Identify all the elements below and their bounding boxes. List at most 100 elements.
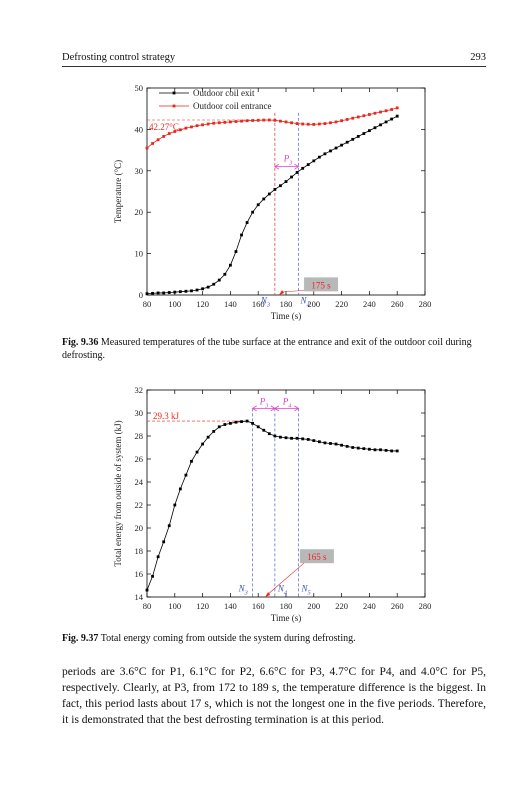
fig1-entrance-point xyxy=(173,130,177,133)
fig1-entrance-point xyxy=(373,111,377,115)
fig2-time-arrow-head xyxy=(265,592,271,597)
fig2-energy-point xyxy=(301,437,305,441)
fig1-entrance-point xyxy=(340,119,343,123)
fig1-exit-point xyxy=(295,171,299,174)
fig2-energy-point xyxy=(368,447,371,451)
fig1-exit-point xyxy=(201,287,204,291)
fig2-energy-point xyxy=(356,446,360,450)
fig1-exit-point xyxy=(379,123,382,127)
fig2-energy-point xyxy=(306,438,310,441)
fig1-entrance-line xyxy=(146,107,398,149)
fig1-exit-point xyxy=(212,282,216,286)
fig2-x-tick-label: 100 xyxy=(168,601,181,611)
fig2-x-tick-label: 160 xyxy=(252,601,265,611)
fig1-entrance-point xyxy=(368,113,371,116)
fig1-exit-point xyxy=(384,120,388,124)
fig1-x-tick-label: 120 xyxy=(196,299,209,309)
fig1-entrance-point xyxy=(284,120,288,124)
fig2-energy-point xyxy=(212,430,216,433)
fig2-energy-point xyxy=(390,449,394,453)
fig2-peak-label: 29.3 kJ xyxy=(153,411,180,421)
fig2-x-axis-label: Time (s) xyxy=(271,613,301,623)
fig1-n3-label: N3 xyxy=(260,295,270,308)
fig1-x-axis-label: Time (s) xyxy=(271,311,301,321)
fig1-exit-point xyxy=(395,114,399,118)
fig2-p4-label: P4 xyxy=(282,396,292,409)
fig2-energy-point xyxy=(151,574,154,578)
fig1-entrance-point xyxy=(184,126,188,130)
fig1-p3-arrow-left xyxy=(274,163,280,170)
fig1-peak-label: 42.27°C xyxy=(149,122,179,132)
fig2-p4-arrow-right xyxy=(294,405,300,412)
fig1-entrance-point xyxy=(312,123,316,126)
fig2-energy-line xyxy=(146,420,398,591)
fig1-exit-point xyxy=(301,166,305,170)
fig1-entrance-point xyxy=(301,122,305,126)
fig1-entrance-point xyxy=(379,110,382,114)
fig1-x-tick-label: 140 xyxy=(224,299,237,309)
fig1-entrance-point xyxy=(234,120,238,123)
fig1-entrance-point xyxy=(384,109,388,113)
fig1-exit-point xyxy=(151,291,154,295)
fig1-exit-point xyxy=(340,143,343,147)
fig1-exit-point xyxy=(345,140,349,144)
fig2-y-tick-label: 24 xyxy=(135,477,144,487)
page-number: 293 xyxy=(470,52,486,63)
fig2-energy-point xyxy=(173,503,177,507)
fig1-exit-point xyxy=(334,146,338,150)
fig2-energy-point xyxy=(262,428,266,432)
fig1-entrance-point xyxy=(201,123,204,127)
fig2-y-tick-label: 22 xyxy=(135,500,144,510)
fig2-energy-point xyxy=(162,540,166,544)
fig1-entrance-point xyxy=(178,128,182,132)
fig2-energy-point xyxy=(373,448,377,452)
fig1-entrance-point xyxy=(206,122,210,126)
fig2-energy-point xyxy=(251,421,255,425)
fig2-time-badge-bg xyxy=(299,549,334,564)
fig1-exit-point xyxy=(306,163,310,166)
fig2-energy-point xyxy=(312,439,316,442)
fig1-entrance-point xyxy=(395,106,399,110)
fig1-entrance-point xyxy=(295,122,299,126)
fig2-energy-point xyxy=(206,435,210,439)
fig1-y-tick-label: 20 xyxy=(135,207,144,217)
fig2-energy-point xyxy=(273,434,277,438)
fig2-energy-point xyxy=(145,588,149,592)
fig2-energy-point xyxy=(279,435,282,439)
fig2-p3-arrow-left xyxy=(251,405,257,412)
fig1-entrance-point xyxy=(167,132,171,135)
fig1-y-tick-label: 30 xyxy=(135,166,144,176)
fig1-p3-arrow-right xyxy=(294,163,300,170)
fig2-energy-point xyxy=(362,447,366,451)
fig2-time-badge: 165 s xyxy=(307,552,327,562)
fig1-entrance-point xyxy=(273,118,277,122)
fig2-energy-point xyxy=(195,450,199,454)
body-paragraph: periods are 3.6°C for P1, 6.1°C for P2, … xyxy=(62,666,486,726)
fig2-energy-point xyxy=(190,459,193,463)
fig2-energy-point xyxy=(245,419,249,423)
fig2-energy-point xyxy=(184,473,188,477)
fig1-time-arrow-line xyxy=(282,290,305,293)
fig1-exit-point xyxy=(184,289,188,293)
fig2-p3-label: P3 xyxy=(259,396,269,409)
fig1-entrance-point xyxy=(240,119,243,123)
fig1-x-tick-label: 160 xyxy=(252,299,265,309)
fig1-x-tick-label: 220 xyxy=(335,299,348,309)
fig1-y-axis-label: Temperature (°C) xyxy=(113,160,123,223)
fig1-entrance-point xyxy=(290,121,293,125)
fig2-energy-point xyxy=(334,442,338,446)
figure-9-37-chart: 80 100 120 140 160 180 200 220 240 260 280 14 16 18 20… xyxy=(113,385,431,623)
fig1-legend-entrance-marker xyxy=(172,104,176,108)
fig1-exit-point xyxy=(217,278,221,282)
fig1-legend-exit-label: Outdoor coil exit xyxy=(193,88,255,98)
figure-9-36-caption-label: Fig. 9.36 xyxy=(62,337,99,348)
fig1-entrance-point xyxy=(151,142,154,145)
figure-9-36-chart: 80 100 120 140 160 180 200 220 240 260 280 0 10 20 30 4… xyxy=(113,83,431,321)
fig1-exit-point xyxy=(351,137,355,141)
fig1-exit-point xyxy=(390,117,394,121)
fig2-y-tick-label: 18 xyxy=(135,546,144,556)
fig2-x-tick-label: 260 xyxy=(391,601,404,611)
fig1-x-tick-label: 260 xyxy=(391,299,404,309)
fig2-y-tick-label: 14 xyxy=(135,592,144,602)
fig2-y-tick-label: 20 xyxy=(135,523,144,533)
